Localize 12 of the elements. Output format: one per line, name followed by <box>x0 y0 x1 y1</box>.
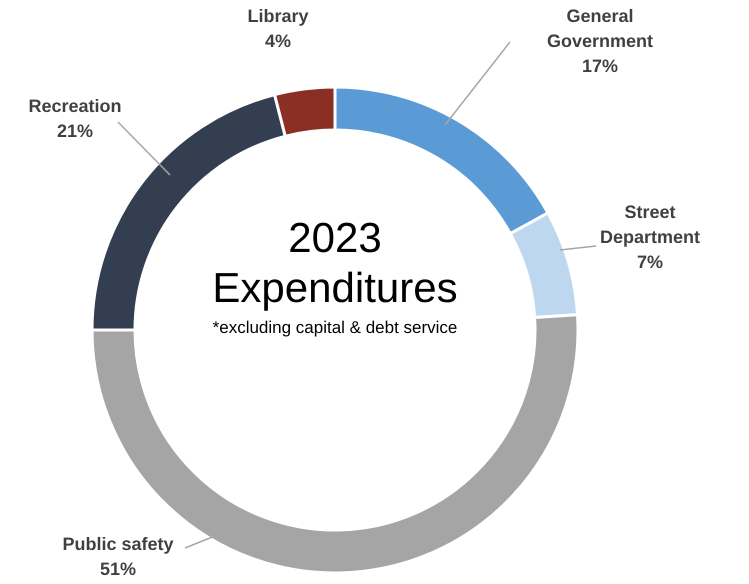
data-label: 21% <box>56 121 94 141</box>
slice-label: Recreation <box>28 96 122 116</box>
slice-label: General Government <box>546 6 654 51</box>
data-label: 4% <box>264 31 292 51</box>
slice-label: Street Department <box>600 202 700 247</box>
slice-label: Public safety <box>62 534 174 554</box>
data-label: 51% <box>100 559 136 579</box>
text: *excluding capital & debt service <box>212 318 458 337</box>
text: 2023 Expenditures <box>212 214 458 311</box>
data-label: 17% <box>582 56 618 76</box>
slice-label: Library <box>247 6 309 26</box>
data-label: 7% <box>636 252 664 272</box>
